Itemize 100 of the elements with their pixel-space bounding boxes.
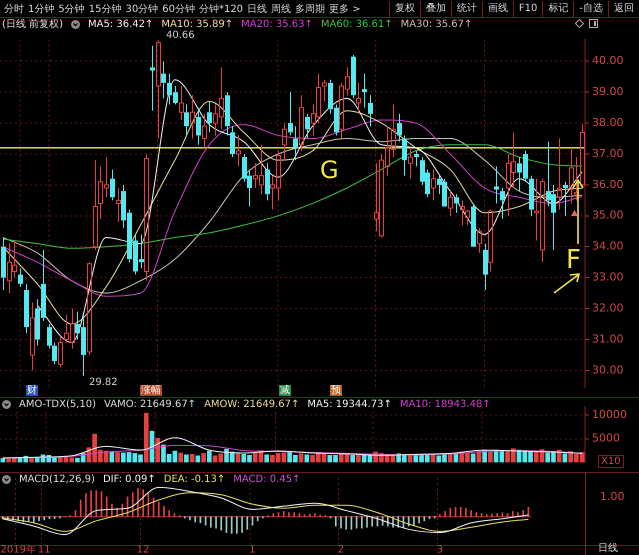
bar (562, 454, 568, 462)
text: MACD: 0.45↑ (233, 474, 300, 484)
bar (298, 454, 304, 462)
candlestick (500, 187, 505, 220)
text: -自选 (573, 0, 608, 16)
bar (488, 452, 493, 462)
y-tick-label: 10000 (592, 408, 627, 421)
text: 5分钟 (57, 2, 86, 16)
text: 返回 (608, 0, 639, 16)
bar (264, 454, 270, 462)
candlestick (322, 79, 327, 102)
candlestick (184, 104, 189, 136)
candlestick (156, 40, 161, 140)
annotation: MA5: 19344.73↑ (307, 398, 392, 410)
text: 复权 (388, 0, 420, 16)
x-tick-label: 2 (338, 544, 344, 555)
text: 日线 (246, 2, 268, 16)
bar (144, 412, 149, 462)
annotation: AMOW: 21649.67↑ (204, 398, 300, 410)
candlestick (557, 138, 562, 210)
candlestick (414, 150, 419, 167)
text: 叠加 (420, 0, 451, 16)
bar (115, 452, 120, 462)
x-tick-label: 2019年 (0, 544, 36, 555)
candlestick (47, 324, 52, 350)
bar (207, 450, 212, 462)
y-tick-label: 33.00 (592, 270, 624, 284)
candlestick (471, 202, 476, 247)
text: DEA: -0.13↑ (164, 474, 226, 484)
candlestick (144, 153, 149, 282)
text: 更多 > (328, 2, 362, 16)
text: 1.00 (600, 490, 624, 503)
candlestick (431, 168, 436, 201)
bar (350, 454, 356, 462)
candlestick (150, 45, 155, 112)
candlestick (569, 147, 574, 204)
y-tick-label: 38.00 (592, 116, 624, 129)
candlestick (52, 342, 57, 365)
candlestick (368, 94, 373, 127)
text: 分时 (3, 2, 25, 16)
candlestick (494, 166, 499, 204)
candlestick (305, 113, 310, 140)
candlestick (397, 113, 402, 142)
candlestick (190, 94, 195, 140)
candlestick (362, 73, 367, 108)
text: DIF: 0.09↑ (102, 474, 156, 484)
bar (190, 454, 194, 462)
y-tick-label: 35.00 (592, 208, 624, 222)
candlestick (30, 302, 35, 371)
text: MA20: 35.63↑ (241, 18, 313, 30)
text: F10 (512, 0, 542, 16)
candlestick (563, 181, 568, 216)
candlestick (483, 243, 488, 291)
annotation: VAMO: 21649.67↑ (104, 398, 196, 410)
text: MA30: 35.67↑ (400, 18, 472, 30)
candlestick (93, 160, 98, 250)
text: MA10: 35.89↑ (161, 18, 234, 30)
bar (184, 454, 189, 462)
candlestick (58, 336, 63, 368)
candlestick (18, 268, 23, 288)
text: 周线 (270, 2, 292, 16)
candlestick (288, 92, 293, 136)
bar (201, 453, 206, 462)
candlestick (529, 175, 534, 216)
bar (178, 452, 183, 462)
chart-title: AMO-TDX(5,10) (19, 398, 96, 410)
text: 标记 (542, 0, 574, 16)
candlestick (477, 228, 482, 254)
line-series (36, 79, 583, 344)
x-tick-label: 12 (136, 544, 150, 555)
y-tick-label: 34.00 (592, 240, 624, 253)
candlestick (460, 200, 465, 226)
annotation: 预 (330, 385, 342, 396)
annotation: 29.82 (89, 377, 118, 388)
chart-title: (日线 前复权) (2, 18, 63, 31)
bar (356, 454, 361, 462)
candlestick (116, 187, 121, 222)
candlestick (293, 126, 298, 161)
line-series (2, 444, 583, 458)
candlestick (408, 147, 413, 180)
bar (110, 452, 114, 462)
text: 15分钟 (88, 2, 122, 16)
x-tick-label: 11 (38, 544, 51, 555)
bar (29, 458, 34, 462)
bar (150, 430, 154, 462)
candlestick (356, 82, 361, 114)
y-tick-label: 36.00 (592, 178, 624, 191)
candlestick (236, 134, 241, 167)
y-tick-label: 32.00 (592, 301, 624, 314)
candlestick (230, 126, 235, 158)
line-series (2, 437, 583, 459)
candlestick (299, 94, 304, 152)
bar (196, 455, 200, 462)
y-tick-label: 39.00 (592, 85, 624, 98)
annotation: 40.66 (166, 30, 195, 41)
text: 画线 (482, 0, 513, 16)
annotation: F (566, 245, 581, 276)
text: X10 (598, 455, 624, 468)
x-tick-label: 3 (436, 544, 444, 555)
annotation: 涨幅 (140, 385, 162, 396)
